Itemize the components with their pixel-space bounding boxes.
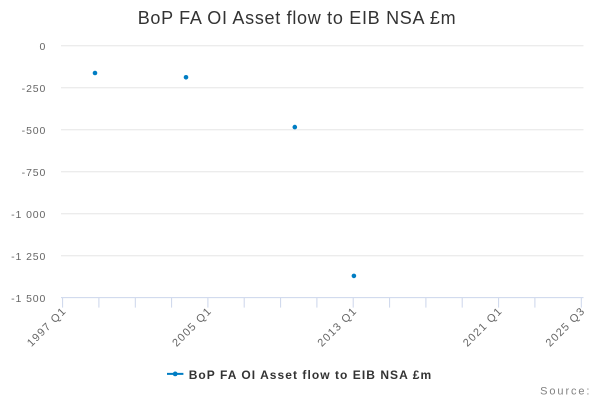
svg-text:-1 500: -1 500 xyxy=(11,293,46,305)
svg-text:-1 000: -1 000 xyxy=(11,209,46,221)
svg-text:-250: -250 xyxy=(22,83,47,95)
svg-text:-1 250: -1 250 xyxy=(11,251,46,263)
svg-text:Source:: Source: xyxy=(540,385,591,397)
svg-text:BoP FA OI Asset flow to EIB NS: BoP FA OI Asset flow to EIB NSA £m xyxy=(138,8,457,28)
svg-text:-750: -750 xyxy=(22,167,47,179)
svg-text:0: 0 xyxy=(40,41,47,53)
svg-text:BoP FA OI Asset flow to EIB NS: BoP FA OI Asset flow to EIB NSA £m xyxy=(189,368,433,382)
svg-text:-500: -500 xyxy=(22,125,47,137)
